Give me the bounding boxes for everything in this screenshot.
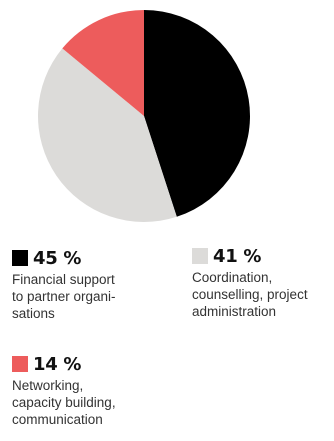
pie-slice-coordination <box>38 48 177 222</box>
legend-label-coordination: Coordination, counselling, project admin… <box>192 270 308 319</box>
legend-item-coordination: 41 % Coordination, counselling, project … <box>192 245 332 320</box>
legend-value-networking: 14 % <box>33 353 82 375</box>
legend-item-financial-support: 45 % Financial support to partner organi… <box>12 247 162 322</box>
legend-swatch-coordination <box>192 248 208 264</box>
legend-label-networking: Networking, capacity building, communica… <box>12 378 116 427</box>
pie-chart <box>38 10 250 222</box>
legend-item-networking: 14 % Networking, capacity building, comm… <box>12 353 162 428</box>
legend-label-financial-support: Financial support to partner organi- sat… <box>12 272 116 321</box>
legend-swatch-networking <box>12 356 28 372</box>
legend-value-financial-support: 45 % <box>33 247 82 269</box>
legend-value-coordination: 41 % <box>213 245 262 267</box>
pie-slice-financial-support <box>144 10 250 217</box>
pie-slice-networking <box>62 10 144 116</box>
legend-swatch-financial-support <box>12 250 28 266</box>
